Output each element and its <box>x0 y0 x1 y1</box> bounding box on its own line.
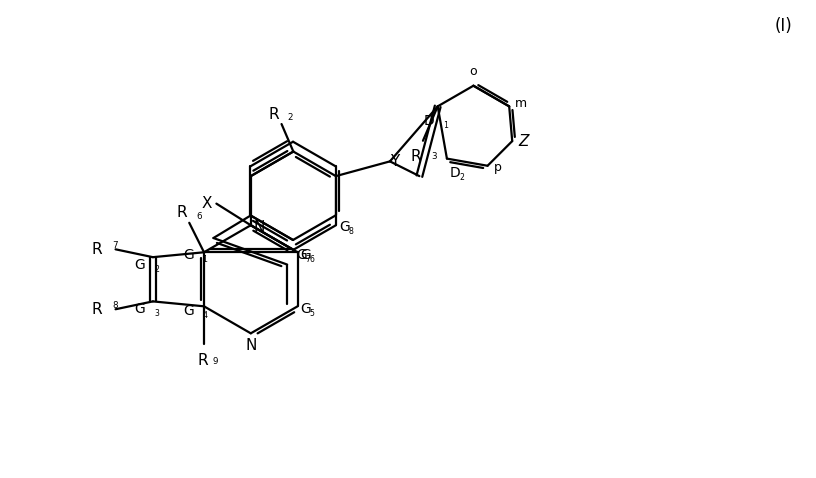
Text: $^6$: $^6$ <box>196 212 203 225</box>
Text: $_2$: $_2$ <box>154 264 160 276</box>
Text: Y: Y <box>390 154 399 169</box>
Text: N: N <box>254 220 265 235</box>
Text: p: p <box>494 161 501 174</box>
Text: R: R <box>269 107 280 122</box>
Text: G: G <box>135 258 145 272</box>
Text: m: m <box>515 97 527 110</box>
Text: (I): (I) <box>774 17 792 35</box>
Text: R: R <box>176 205 188 220</box>
Text: $^2$: $^2$ <box>287 113 295 126</box>
Text: G: G <box>184 304 194 318</box>
Text: G: G <box>339 220 349 234</box>
Text: N: N <box>245 338 256 353</box>
Text: $^8$: $^8$ <box>112 301 119 314</box>
Text: G: G <box>135 302 145 316</box>
Text: $^9$: $^9$ <box>212 358 219 370</box>
Text: $_1$: $_1$ <box>442 119 449 131</box>
Text: R: R <box>410 149 421 163</box>
Text: D: D <box>450 166 460 181</box>
Text: $_1$: $_1$ <box>202 254 208 266</box>
Text: R: R <box>91 302 102 317</box>
Text: G: G <box>300 302 311 316</box>
Text: Z: Z <box>518 134 529 149</box>
Text: G: G <box>184 248 194 262</box>
Text: $^7$: $^7$ <box>112 241 118 254</box>
Text: R: R <box>197 353 208 369</box>
Text: $^3$: $^3$ <box>431 152 438 165</box>
Text: $_3$: $_3$ <box>154 308 160 320</box>
Text: R: R <box>91 242 102 257</box>
Text: X: X <box>202 196 212 211</box>
Text: $_4$: $_4$ <box>202 310 209 322</box>
Text: o: o <box>470 65 477 78</box>
Text: D: D <box>424 114 435 128</box>
Text: $_8$: $_8$ <box>348 226 354 239</box>
Text: $_2$: $_2$ <box>459 172 465 184</box>
Text: $_6$: $_6$ <box>309 254 316 266</box>
Text: G: G <box>296 248 307 262</box>
Text: $_7$: $_7$ <box>305 253 312 266</box>
Text: G: G <box>300 248 311 262</box>
Text: $_5$: $_5$ <box>309 308 316 320</box>
